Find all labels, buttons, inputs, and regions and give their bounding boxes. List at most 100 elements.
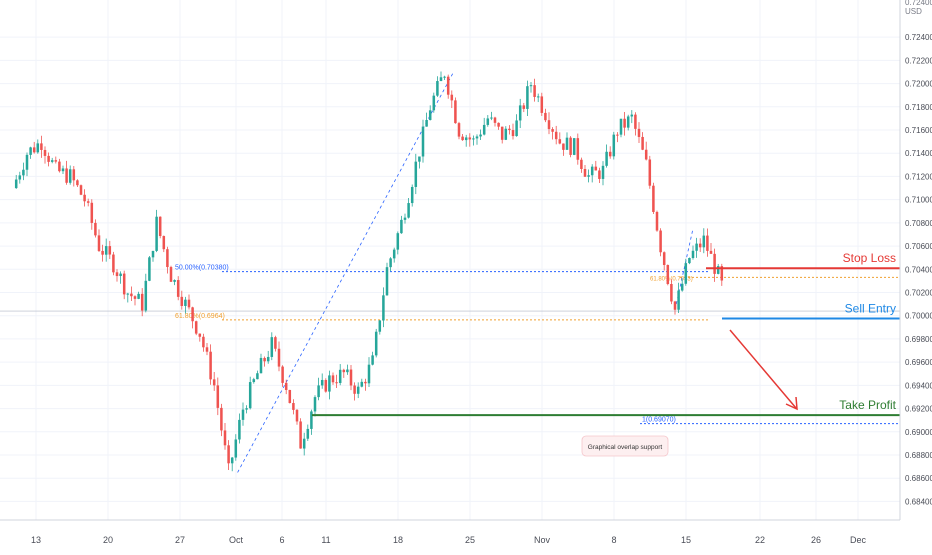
candle[interactable] bbox=[40, 135, 43, 158]
candle[interactable] bbox=[155, 209, 158, 253]
candle[interactable] bbox=[414, 153, 418, 195]
candle[interactable] bbox=[252, 377, 256, 384]
candle[interactable] bbox=[151, 250, 155, 262]
candle[interactable] bbox=[313, 395, 317, 417]
candle[interactable] bbox=[162, 235, 166, 253]
candle[interactable] bbox=[371, 351, 374, 366]
candle[interactable] bbox=[392, 247, 396, 263]
candle[interactable] bbox=[630, 110, 634, 124]
candle[interactable] bbox=[432, 92, 436, 113]
candle[interactable] bbox=[22, 162, 25, 181]
candle[interactable] bbox=[475, 134, 479, 145]
candle[interactable] bbox=[126, 292, 130, 303]
candle[interactable] bbox=[112, 251, 115, 276]
candle[interactable] bbox=[266, 350, 270, 364]
candle[interactable] bbox=[572, 138, 576, 156]
candle[interactable] bbox=[284, 379, 288, 395]
candle[interactable] bbox=[83, 189, 86, 207]
candle[interactable] bbox=[443, 75, 446, 80]
candle[interactable] bbox=[713, 248, 716, 282]
candle[interactable] bbox=[32, 141, 36, 154]
candle[interactable] bbox=[54, 156, 58, 164]
candle[interactable] bbox=[389, 257, 392, 272]
candle[interactable] bbox=[446, 74, 450, 99]
candle[interactable] bbox=[637, 122, 641, 144]
candle[interactable] bbox=[209, 344, 212, 385]
candle[interactable] bbox=[198, 333, 202, 342]
candle[interactable] bbox=[58, 158, 61, 173]
candle[interactable] bbox=[335, 374, 338, 389]
candle[interactable] bbox=[101, 244, 104, 262]
candle[interactable] bbox=[407, 198, 410, 219]
candle[interactable] bbox=[65, 160, 68, 185]
candle[interactable] bbox=[90, 199, 94, 230]
candles[interactable] bbox=[14, 71, 724, 472]
candle[interactable] bbox=[544, 108, 547, 123]
candle[interactable] bbox=[468, 133, 472, 147]
candle[interactable] bbox=[68, 165, 72, 185]
candle[interactable] bbox=[47, 152, 50, 167]
candle[interactable] bbox=[227, 440, 230, 471]
candle[interactable] bbox=[558, 132, 562, 145]
candle[interactable] bbox=[104, 238, 108, 262]
candle[interactable] bbox=[274, 335, 277, 352]
candle[interactable] bbox=[328, 370, 331, 400]
candle[interactable] bbox=[367, 357, 371, 387]
candle[interactable] bbox=[518, 98, 522, 129]
candle[interactable] bbox=[641, 132, 644, 151]
candle[interactable] bbox=[410, 184, 414, 207]
candle[interactable] bbox=[342, 368, 346, 378]
candle[interactable] bbox=[320, 373, 324, 389]
candle[interactable] bbox=[248, 376, 252, 410]
candle[interactable] bbox=[166, 246, 169, 274]
candle[interactable] bbox=[382, 287, 385, 328]
candle[interactable] bbox=[194, 320, 198, 336]
candle[interactable] bbox=[565, 132, 569, 150]
candle[interactable] bbox=[547, 112, 551, 135]
candle[interactable] bbox=[486, 115, 490, 127]
candle[interactable] bbox=[619, 118, 623, 138]
candle[interactable] bbox=[533, 78, 536, 102]
candle[interactable] bbox=[673, 300, 677, 315]
candle[interactable] bbox=[36, 139, 40, 154]
candle[interactable] bbox=[490, 111, 493, 121]
candle[interactable] bbox=[421, 119, 425, 163]
candle[interactable] bbox=[648, 155, 652, 189]
candle[interactable] bbox=[450, 90, 454, 109]
candle[interactable] bbox=[187, 294, 191, 310]
candle[interactable] bbox=[18, 171, 22, 184]
candle[interactable] bbox=[594, 160, 598, 171]
candle[interactable] bbox=[464, 134, 468, 147]
candle[interactable] bbox=[97, 229, 101, 253]
candle[interactable] bbox=[292, 399, 295, 415]
candle[interactable] bbox=[497, 122, 500, 130]
candle[interactable] bbox=[245, 405, 248, 414]
candle[interactable] bbox=[349, 365, 353, 391]
candle[interactable] bbox=[479, 129, 482, 140]
candle[interactable] bbox=[677, 282, 680, 313]
candle[interactable] bbox=[569, 136, 572, 158]
candle[interactable] bbox=[76, 179, 79, 188]
candle[interactable] bbox=[241, 402, 245, 426]
candle[interactable] bbox=[281, 365, 284, 387]
candle[interactable] bbox=[493, 116, 497, 127]
candle[interactable] bbox=[137, 291, 140, 300]
candle[interactable] bbox=[223, 423, 227, 450]
candle[interactable] bbox=[540, 92, 544, 117]
candle[interactable] bbox=[288, 389, 292, 404]
candle[interactable] bbox=[608, 146, 612, 159]
candle[interactable] bbox=[310, 409, 313, 435]
candle[interactable] bbox=[256, 370, 259, 380]
candle[interactable] bbox=[396, 231, 400, 255]
candle[interactable] bbox=[580, 157, 583, 173]
candle[interactable] bbox=[220, 403, 223, 437]
candle[interactable] bbox=[418, 156, 421, 169]
price-axis[interactable]: 0.72400USD0.724000.722000.720000.718000.… bbox=[899, 0, 932, 550]
candle[interactable] bbox=[353, 382, 356, 401]
candle[interactable] bbox=[659, 228, 662, 257]
candle[interactable] bbox=[454, 97, 457, 124]
candle[interactable] bbox=[720, 263, 724, 286]
candle[interactable] bbox=[623, 112, 626, 136]
candle[interactable] bbox=[695, 237, 698, 258]
